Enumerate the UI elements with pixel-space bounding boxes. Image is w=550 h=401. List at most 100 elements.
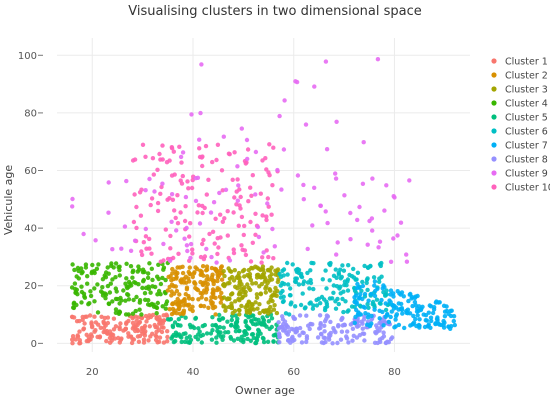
data-point bbox=[203, 290, 209, 295]
data-point bbox=[225, 319, 230, 324]
data-point bbox=[290, 262, 295, 267]
data-point bbox=[171, 310, 176, 315]
data-point bbox=[249, 193, 254, 198]
data-point bbox=[254, 292, 260, 297]
legend-label: Cluster 5 bbox=[505, 112, 548, 123]
data-point bbox=[72, 281, 78, 286]
data-point bbox=[430, 310, 436, 316]
data-point bbox=[253, 281, 259, 286]
data-point bbox=[137, 300, 142, 305]
data-point bbox=[297, 325, 303, 331]
data-point bbox=[215, 142, 221, 147]
data-point bbox=[379, 274, 384, 279]
data-point bbox=[143, 313, 149, 319]
data-point bbox=[252, 316, 257, 322]
data-point bbox=[219, 277, 225, 282]
data-point bbox=[211, 200, 217, 205]
data-point bbox=[70, 196, 75, 202]
data-point bbox=[201, 280, 206, 285]
data-point bbox=[421, 312, 426, 317]
data-point bbox=[177, 304, 183, 309]
data-point bbox=[275, 279, 280, 285]
data-point bbox=[214, 269, 219, 274]
legend-key bbox=[491, 142, 497, 148]
legend-key bbox=[491, 58, 497, 64]
data-point bbox=[237, 290, 242, 295]
data-point bbox=[229, 305, 234, 311]
data-point bbox=[126, 312, 131, 317]
data-point bbox=[85, 281, 90, 286]
x-tick-label: 60 bbox=[287, 367, 300, 378]
data-point bbox=[201, 237, 206, 243]
data-point bbox=[154, 329, 159, 335]
data-point bbox=[79, 289, 85, 295]
data-point bbox=[395, 233, 400, 238]
data-point bbox=[304, 313, 309, 318]
data-point bbox=[248, 259, 254, 264]
data-point bbox=[137, 319, 143, 325]
data-point bbox=[301, 182, 306, 188]
data-point bbox=[145, 275, 151, 280]
data-point bbox=[161, 325, 166, 330]
data-point bbox=[435, 315, 440, 320]
data-point bbox=[376, 245, 381, 250]
data-point bbox=[233, 299, 238, 304]
data-point bbox=[164, 160, 170, 165]
data-point bbox=[138, 213, 144, 218]
data-point bbox=[216, 317, 222, 322]
data-point bbox=[191, 271, 197, 276]
data-point bbox=[108, 281, 114, 286]
data-point bbox=[137, 190, 143, 195]
data-point bbox=[131, 297, 136, 303]
data-point bbox=[213, 216, 218, 221]
data-point bbox=[215, 278, 220, 284]
data-point bbox=[201, 304, 207, 309]
data-point bbox=[197, 137, 202, 142]
data-point bbox=[417, 323, 422, 328]
data-point bbox=[221, 134, 226, 139]
data-point bbox=[143, 188, 148, 193]
data-point bbox=[159, 184, 164, 190]
data-point bbox=[318, 301, 323, 306]
data-point bbox=[196, 326, 201, 331]
data-point bbox=[262, 309, 267, 315]
data-point bbox=[277, 334, 282, 340]
data-point bbox=[183, 315, 188, 320]
data-point bbox=[222, 283, 227, 289]
data-point bbox=[426, 322, 431, 327]
data-point bbox=[117, 309, 122, 314]
data-point bbox=[184, 243, 190, 248]
data-point bbox=[85, 274, 90, 279]
data-point bbox=[314, 303, 320, 308]
data-point bbox=[70, 204, 75, 209]
data-point bbox=[210, 229, 216, 234]
data-point bbox=[333, 171, 338, 176]
data-point bbox=[70, 341, 75, 346]
data-point bbox=[136, 264, 141, 269]
data-point bbox=[248, 185, 253, 190]
data-point bbox=[165, 339, 170, 344]
data-point bbox=[215, 251, 220, 257]
data-point bbox=[159, 329, 165, 335]
data-point bbox=[404, 259, 410, 264]
data-point bbox=[381, 283, 386, 288]
data-point bbox=[181, 303, 187, 308]
data-point bbox=[147, 261, 152, 266]
data-point bbox=[331, 290, 336, 295]
data-point bbox=[258, 331, 263, 336]
data-point bbox=[183, 331, 188, 336]
data-point bbox=[265, 339, 271, 344]
data-point bbox=[174, 228, 179, 233]
data-point bbox=[220, 316, 225, 321]
data-point bbox=[388, 292, 393, 297]
data-point bbox=[293, 79, 298, 84]
data-point bbox=[154, 305, 159, 310]
data-point bbox=[192, 325, 197, 331]
data-point bbox=[254, 272, 260, 278]
data-point bbox=[158, 191, 163, 196]
data-point bbox=[222, 273, 227, 279]
data-point bbox=[167, 258, 173, 263]
data-point bbox=[231, 250, 237, 256]
data-point bbox=[130, 269, 135, 275]
data-point bbox=[182, 236, 187, 241]
